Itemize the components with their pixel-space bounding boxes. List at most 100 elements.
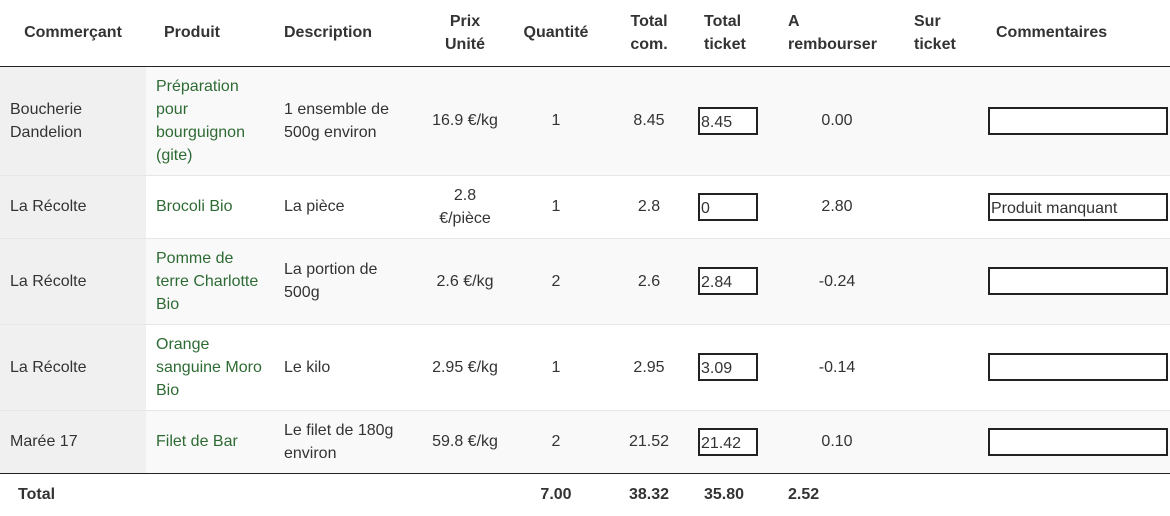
- header-unit-price-line2: Unité: [445, 35, 485, 53]
- header-row: Commerçant Produit Description Prix Unité…: [0, 0, 1170, 67]
- cell-on-ticket: [894, 323, 978, 410]
- cell-unit-price: 16.9 €/kg: [432, 112, 498, 129]
- cell-product-link[interactable]: Préparation pour bourguignon (gite): [156, 77, 245, 164]
- header-total-ticket-line1: Total: [704, 12, 742, 30]
- header-quantity: Quantité: [508, 0, 604, 67]
- cell-merchant: La Récolte: [0, 237, 146, 324]
- header-on-ticket-line1: Sur: [914, 12, 941, 30]
- cell-product-link[interactable]: Filet de Bar: [146, 409, 274, 473]
- cell-description: La portion de 500g: [274, 237, 422, 324]
- table-footer: Total 7.00 38.32 35.80 2.52: [0, 472, 1170, 516]
- header-comments: Commentaires: [978, 0, 1170, 67]
- comment-input[interactable]: [988, 192, 1168, 221]
- footer-empty: [894, 472, 978, 516]
- table-row: La Récolte Brocoli Bio La pièce 2.8 €/pi…: [0, 174, 1170, 238]
- cell-unit-price: 2.6 €/kg: [422, 237, 508, 324]
- comment-input[interactable]: [988, 267, 1168, 295]
- footer-empty: [978, 472, 1170, 516]
- comment-input[interactable]: [988, 106, 1168, 135]
- cell-unit-price: 2.95 €/kg: [422, 323, 508, 410]
- header-total-order: Total com.: [604, 0, 694, 67]
- cell-merchant: La Récolte: [0, 174, 146, 238]
- totals-row: Total 7.00 38.32 35.80 2.52: [0, 472, 1170, 516]
- total-ticket-input[interactable]: [698, 353, 758, 381]
- cell-total-order: 8.45: [633, 112, 665, 129]
- table-header: Commerçant Produit Description Prix Unité…: [0, 0, 1170, 67]
- cell-on-ticket: [894, 66, 978, 175]
- comment-input[interactable]: [988, 427, 1168, 456]
- cell-comment: [978, 174, 1170, 238]
- cell-quantity: 1: [508, 323, 604, 410]
- cell-on-ticket: [894, 174, 978, 238]
- cell-total-ticket: [694, 174, 780, 238]
- cell-description: La pièce: [274, 174, 422, 238]
- header-total-ticket: Total ticket: [694, 0, 780, 67]
- header-on-ticket-line2: ticket: [914, 35, 956, 53]
- cell-on-ticket: [894, 409, 978, 473]
- cell-product-link[interactable]: Brocoli Bio: [146, 174, 274, 238]
- total-ticket-input[interactable]: [698, 106, 758, 135]
- cell-merchant: Boucherie Dandelion: [0, 66, 146, 175]
- footer-total-label: Total: [0, 472, 146, 516]
- cell-unit-price: 2.8 €/pièce: [422, 174, 508, 238]
- total-ticket-input[interactable]: [698, 427, 758, 456]
- cell-quantity: 2: [508, 237, 604, 324]
- header-refund-line2: rembourser: [788, 35, 877, 53]
- footer-empty: [146, 472, 274, 516]
- cell-on-ticket: [894, 237, 978, 324]
- cell-total-order: 21.52: [604, 409, 694, 473]
- footer-refund-total: 2.52: [780, 472, 894, 516]
- cell-unit-price: 59.8 €/kg: [422, 409, 508, 473]
- header-refund-line1: A: [788, 12, 800, 30]
- cell-merchant: Marée 17: [0, 409, 146, 473]
- cell-total-order: 2.6: [604, 237, 694, 324]
- header-unit-price: Prix Unité: [422, 0, 508, 67]
- cell-total-ticket: [694, 237, 780, 324]
- header-total-order-line2: com.: [630, 35, 668, 53]
- table-row: Marée 17 Filet de Bar Le filet de 180g e…: [0, 409, 1170, 473]
- header-on-ticket: Sur ticket: [894, 0, 978, 67]
- comment-input[interactable]: [988, 353, 1168, 381]
- cell-refund: 0.10: [780, 409, 894, 473]
- header-unit-price-line1: Prix: [449, 12, 481, 30]
- footer-empty: [274, 472, 422, 516]
- cell-comment: [978, 237, 1170, 324]
- cell-quantity: 1: [508, 174, 604, 238]
- table-body: Boucherie Dandelion Préparation pour bou…: [0, 66, 1170, 473]
- cell-merchant: La Récolte: [0, 323, 146, 410]
- cell-total-ticket: [694, 409, 780, 473]
- cell-quantity: 2: [508, 409, 604, 473]
- cell-description: 1 ensemble de 500g environ: [284, 100, 389, 141]
- header-merchant: Commerçant: [0, 0, 146, 67]
- total-ticket-input[interactable]: [698, 192, 758, 221]
- footer-order-total: 38.32: [604, 472, 694, 516]
- header-total-ticket-line2: ticket: [704, 35, 746, 53]
- cell-refund: 0.00: [821, 112, 853, 129]
- header-total-order-line1: Total: [630, 12, 668, 30]
- cell-comment: [978, 66, 1170, 175]
- footer-ticket-total: 35.80: [694, 472, 780, 516]
- cell-description: Le kilo: [274, 323, 422, 410]
- total-ticket-input[interactable]: [698, 267, 758, 295]
- cell-description: Le filet de 180g environ: [274, 409, 422, 473]
- header-product: Produit: [146, 0, 274, 67]
- cell-total-order: 2.95: [604, 323, 694, 410]
- cell-refund: -0.14: [780, 323, 894, 410]
- table-row: La Récolte Pomme de terre Charlotte Bio …: [0, 237, 1170, 324]
- cell-comment: [978, 409, 1170, 473]
- footer-empty: [422, 472, 508, 516]
- table-row: La Récolte Orange sanguine Moro Bio Le k…: [0, 323, 1170, 410]
- cell-total-ticket: [694, 323, 780, 410]
- cell-product-link[interactable]: Orange sanguine Moro Bio: [146, 323, 274, 410]
- table-row: Boucherie Dandelion Préparation pour bou…: [0, 66, 1170, 175]
- footer-quantity-total: 7.00: [508, 472, 604, 516]
- cell-total-order: 2.8: [604, 174, 694, 238]
- header-description: Description: [274, 0, 422, 67]
- cell-product-link[interactable]: Pomme de terre Charlotte Bio: [146, 237, 274, 324]
- cell-quantity: 1: [551, 112, 561, 129]
- cell-refund: 2.80: [780, 174, 894, 238]
- cell-total-ticket: [694, 66, 780, 175]
- cell-refund: -0.24: [780, 237, 894, 324]
